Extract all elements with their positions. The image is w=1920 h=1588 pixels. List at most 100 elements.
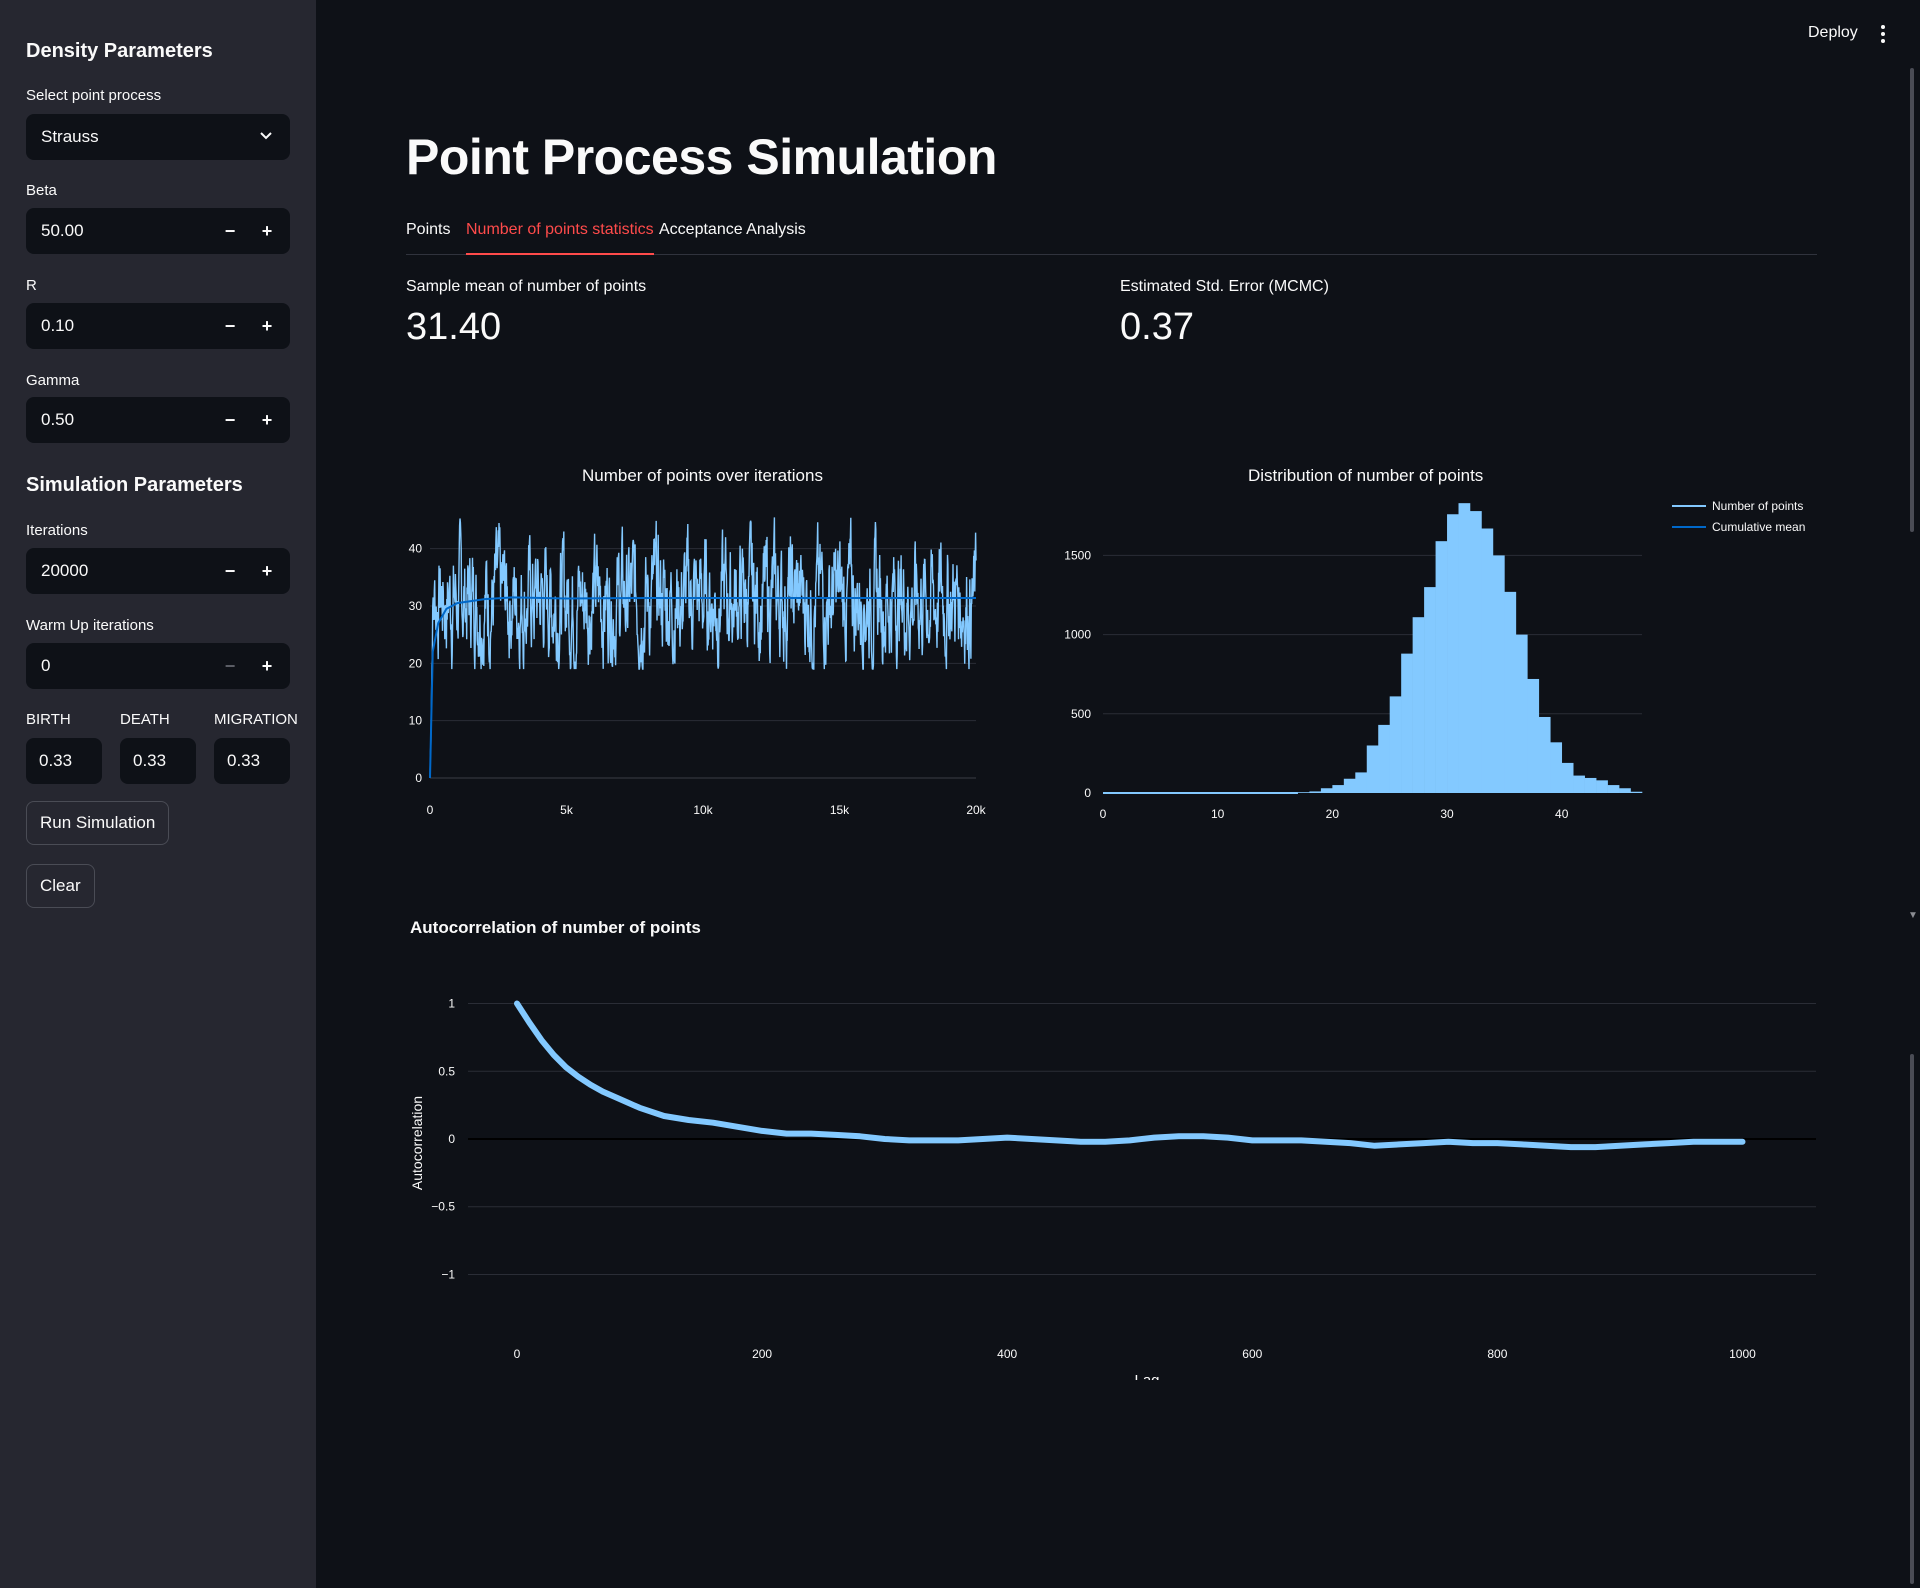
iterations-input[interactable]: 20000 − + bbox=[26, 548, 290, 594]
r-increment-button[interactable]: + bbox=[261, 315, 273, 336]
histogram-bar bbox=[1584, 777, 1597, 793]
point-process-select-value: Strauss bbox=[41, 127, 99, 146]
scrollbar-thumb-lower[interactable] bbox=[1910, 1054, 1914, 1584]
legend-entry: Number of points bbox=[1712, 499, 1803, 513]
beta-label: Beta bbox=[26, 182, 57, 199]
histogram-bar bbox=[1550, 742, 1563, 793]
more-options-icon[interactable] bbox=[1878, 24, 1888, 44]
histogram-bar bbox=[1297, 792, 1310, 793]
iterations-value[interactable]: 20000 bbox=[41, 561, 89, 580]
trace-chart: 0 10 20 30 40 0 5k 10k 15k 20k bbox=[409, 517, 987, 817]
histogram-bar bbox=[1492, 555, 1505, 793]
beta-increment-button[interactable]: + bbox=[261, 220, 273, 241]
histogram-bar bbox=[1538, 716, 1551, 793]
histogram-bar bbox=[1343, 778, 1356, 793]
number-of-points-series bbox=[429, 517, 977, 779]
x-tick-label: 0 bbox=[514, 1347, 521, 1361]
y-tick-label: 20 bbox=[409, 656, 423, 670]
histogram-bar bbox=[1332, 785, 1345, 793]
x-tick-label: 10k bbox=[693, 803, 713, 817]
autocorrelation-chart-title: Autocorrelation of number of points bbox=[410, 918, 701, 937]
histogram-chart: 0 500 1000 1500 0 10 20 30 40 Number of points Cum… bbox=[1064, 499, 1805, 821]
select-point-process-label: Select point process bbox=[26, 87, 162, 104]
migration-label: MIGRATION bbox=[214, 711, 298, 728]
r-input[interactable]: 0.10 − + bbox=[26, 303, 290, 349]
y-tick-label: −1 bbox=[441, 1267, 455, 1281]
deploy-button[interactable]: Deploy bbox=[1808, 24, 1858, 41]
histogram-bar bbox=[1515, 634, 1528, 793]
y-tick-label: 40 bbox=[409, 542, 423, 556]
autocorrelation-chart: −1 −0.5 0 0.5 1 0 200 400 600 800 1000 Lag Autocorre… bbox=[409, 997, 1816, 1380]
warmup-input[interactable]: 0 − + bbox=[26, 643, 290, 689]
tab-acceptance-analysis[interactable]: Acceptance Analysis bbox=[659, 221, 806, 238]
beta-value[interactable]: 50.00 bbox=[41, 221, 84, 240]
metric-std-error-value: 0.37 bbox=[1120, 306, 1194, 348]
sidebar: Density Parameters Select point process … bbox=[0, 0, 316, 1588]
histogram-bar bbox=[1458, 503, 1471, 793]
r-decrement-button[interactable]: − bbox=[224, 315, 236, 336]
gamma-increment-button[interactable]: + bbox=[261, 409, 273, 430]
trace-chart-title: Number of points over iterations bbox=[582, 466, 823, 485]
migration-input[interactable]: 0.33 bbox=[214, 738, 290, 784]
x-axis-label: Lag bbox=[1134, 1372, 1159, 1380]
cumulative-mean-series bbox=[429, 596, 976, 779]
gamma-decrement-button[interactable]: − bbox=[224, 409, 236, 430]
scroll-down-arrow-icon[interactable]: ▼ bbox=[1908, 910, 1918, 921]
death-input[interactable]: 0.33 bbox=[120, 738, 196, 784]
histogram-bar bbox=[1607, 785, 1620, 793]
x-tick-label: 20 bbox=[1326, 807, 1340, 821]
histogram-bar bbox=[1573, 775, 1585, 793]
y-tick-label: 1500 bbox=[1064, 548, 1091, 562]
gamma-value[interactable]: 0.50 bbox=[41, 410, 75, 429]
warmup-increment-button[interactable]: + bbox=[261, 655, 273, 676]
histogram-bar bbox=[1435, 541, 1448, 793]
autocorrelation-series bbox=[514, 1000, 1746, 1151]
death-label: DEATH bbox=[120, 711, 170, 728]
metric-std-error-label: Estimated Std. Error (MCMC) bbox=[1120, 278, 1329, 295]
r-value[interactable]: 0.10 bbox=[41, 316, 75, 335]
histogram-bar bbox=[1469, 511, 1482, 793]
histogram-chart-title: Distribution of number of points bbox=[1248, 466, 1484, 485]
histogram-bar bbox=[1309, 791, 1322, 793]
clear-button[interactable]: Clear bbox=[26, 864, 95, 908]
warmup-value[interactable]: 0 bbox=[41, 656, 51, 675]
density-parameters-heading: Density Parameters bbox=[26, 40, 213, 62]
y-tick-label: 0 bbox=[1084, 786, 1091, 800]
point-process-select[interactable]: Strauss bbox=[26, 114, 290, 160]
y-tick-label: 1000 bbox=[1064, 628, 1091, 642]
page-title: Point Process Simulation bbox=[406, 129, 997, 185]
y-tick-label: 500 bbox=[1071, 707, 1091, 721]
x-tick-label: 800 bbox=[1487, 1347, 1507, 1361]
warmup-label: Warm Up iterations bbox=[26, 617, 154, 634]
iterations-increment-button[interactable]: + bbox=[261, 560, 273, 581]
histogram-bar bbox=[1389, 696, 1402, 793]
y-tick-label: 0 bbox=[415, 771, 422, 785]
birth-label: BIRTH bbox=[26, 711, 71, 728]
scrollbar-thumb[interactable] bbox=[1910, 68, 1914, 532]
y-tick-label: 1 bbox=[448, 997, 455, 1011]
iterations-decrement-button[interactable]: − bbox=[224, 560, 236, 581]
x-tick-label: 600 bbox=[1242, 1347, 1262, 1361]
histogram-bar bbox=[1355, 772, 1368, 793]
x-tick-label: 1000 bbox=[1729, 1347, 1756, 1361]
tab-number-of-points-statistics[interactable]: Number of points statistics bbox=[466, 221, 654, 255]
histogram-bar bbox=[1366, 745, 1379, 793]
birth-input[interactable]: 0.33 bbox=[26, 738, 102, 784]
tab-points[interactable]: Points bbox=[406, 221, 451, 238]
x-tick-label: 20k bbox=[966, 803, 986, 817]
x-tick-label: 0 bbox=[427, 803, 434, 817]
y-axis-label: Autocorrelation bbox=[409, 1096, 425, 1190]
warmup-decrement-button[interactable]: − bbox=[224, 655, 236, 676]
beta-input[interactable]: 50.00 − + bbox=[26, 208, 290, 254]
beta-decrement-button[interactable]: − bbox=[224, 220, 236, 241]
simulation-parameters-heading: Simulation Parameters bbox=[26, 474, 243, 496]
gamma-input[interactable]: 0.50 − + bbox=[26, 397, 290, 443]
x-tick-label: 40 bbox=[1555, 807, 1569, 821]
histogram-bar bbox=[1447, 514, 1459, 793]
run-simulation-button[interactable]: Run Simulation bbox=[26, 801, 170, 845]
histogram-bar bbox=[1412, 617, 1425, 793]
histogram-bar bbox=[1619, 788, 1631, 793]
legend-entry: Cumulative mean bbox=[1712, 520, 1805, 534]
iterations-label: Iterations bbox=[26, 522, 88, 539]
histogram-bar bbox=[1320, 788, 1333, 793]
